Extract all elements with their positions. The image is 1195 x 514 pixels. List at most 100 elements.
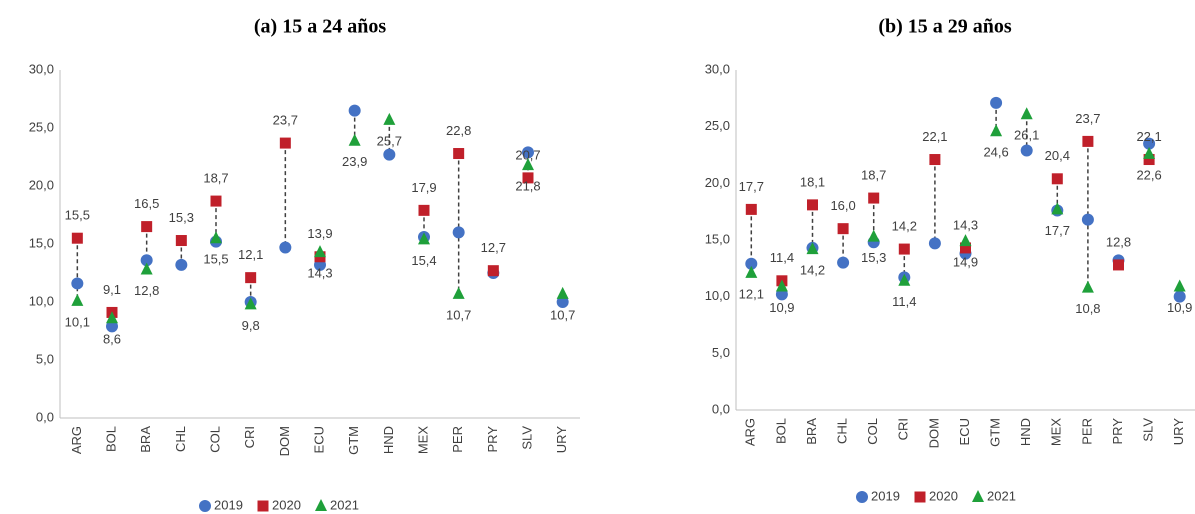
dot	[1081, 213, 1094, 226]
dot	[1173, 279, 1186, 292]
y-tick-label: 10,0	[29, 293, 54, 308]
data-label: 15,5	[65, 208, 90, 223]
x-tick-label: ARG	[743, 418, 758, 446]
data-label: 22,1	[1136, 129, 1161, 144]
dot	[745, 203, 757, 215]
dot	[1143, 146, 1156, 159]
x-tick-label: PRY	[1110, 418, 1125, 445]
legend-marker	[199, 500, 211, 512]
y-tick-label: 5,0	[36, 351, 54, 366]
dot	[522, 158, 534, 171]
data-label: 10,9	[1167, 300, 1192, 315]
x-tick-label: BOL	[773, 418, 788, 444]
y-tick-label: 25,0	[29, 119, 54, 134]
data-label: 9,1	[103, 282, 121, 297]
data-label: 10,7	[446, 307, 471, 322]
dot	[522, 146, 534, 159]
data-label: 15,3	[861, 250, 886, 265]
dot	[522, 172, 534, 184]
legend-marker	[972, 490, 984, 502]
data-label: 22,6	[1136, 167, 1161, 182]
dot	[807, 199, 818, 211]
data-label: 11,4	[892, 294, 916, 309]
dot	[1020, 144, 1033, 157]
dot	[106, 311, 118, 324]
data-label: 24,6	[983, 145, 1008, 160]
dot	[1113, 259, 1124, 271]
data-label: 10,7	[550, 307, 575, 322]
data-label: 18,7	[203, 171, 228, 186]
data-label: 14,3	[953, 217, 978, 232]
data-label: 18,1	[800, 174, 825, 189]
data-label: 12,8	[1106, 234, 1131, 249]
data-label: 13,9	[307, 226, 332, 241]
x-tick-label: COL	[207, 426, 222, 453]
dot	[898, 273, 911, 286]
dot	[928, 237, 941, 250]
dot	[418, 204, 430, 216]
dot	[210, 195, 222, 207]
x-tick-label: CHL	[835, 418, 850, 444]
dot	[1051, 202, 1064, 215]
data-label: 10,1	[65, 314, 90, 329]
data-label: 16,5	[134, 196, 159, 211]
dot	[867, 229, 880, 242]
legend-label: 2020	[272, 497, 301, 512]
data-label: 18,7	[861, 168, 886, 183]
x-tick-label: ECU	[311, 426, 326, 453]
x-tick-label: BOL	[103, 426, 118, 452]
legend-marker	[856, 491, 868, 503]
dot	[453, 148, 465, 160]
dot	[348, 133, 361, 146]
dot	[745, 257, 758, 270]
y-tick-label: 30,0	[29, 61, 54, 76]
data-label: 23,7	[1075, 111, 1100, 126]
x-tick-label: URY	[1171, 418, 1186, 446]
y-tick-label: 15,0	[29, 235, 54, 250]
dot	[418, 232, 430, 245]
data-label: 10,8	[1075, 301, 1100, 316]
x-tick-label: CRI	[242, 426, 257, 448]
y-tick-label: 20,0	[29, 177, 54, 192]
x-tick-label: PER	[450, 426, 465, 453]
dot	[960, 242, 971, 254]
dot	[210, 231, 222, 244]
y-tick-label: 25,0	[705, 118, 730, 133]
dot	[1081, 280, 1094, 293]
dot	[898, 243, 910, 255]
dot	[244, 297, 257, 310]
data-label: 8,6	[103, 332, 121, 347]
dot	[71, 293, 84, 306]
dot	[348, 104, 361, 117]
dot	[806, 242, 819, 255]
x-tick-label: DOM	[277, 426, 292, 456]
chart-title: (a) 15 a 24 años	[254, 16, 386, 38]
x-tick-label: SLV	[1141, 418, 1156, 442]
dot	[71, 232, 83, 244]
legend-label: 2019	[871, 488, 900, 503]
data-label: 23,7	[273, 113, 298, 128]
data-label: 17,9	[411, 180, 436, 195]
legend-label: 2019	[214, 497, 243, 512]
data-label: 22,8	[446, 123, 471, 138]
data-label: 21,8	[515, 179, 540, 194]
x-tick-label: DOM	[926, 418, 941, 448]
y-tick-label: 10,0	[705, 288, 730, 303]
dot	[1082, 135, 1094, 147]
data-label: 22,1	[922, 129, 947, 144]
data-label: 17,7	[739, 179, 764, 194]
data-label: 15,3	[169, 210, 194, 225]
y-tick-label: 15,0	[705, 231, 730, 246]
dot	[279, 241, 292, 254]
legend-label: 2020	[929, 488, 958, 503]
data-label: 12,1	[238, 247, 263, 262]
dot	[175, 258, 188, 271]
x-tick-label: ARG	[69, 426, 84, 454]
legend-label: 2021	[330, 497, 359, 512]
x-tick-label: HND	[1018, 418, 1033, 446]
data-label: 14,2	[892, 219, 917, 234]
dot	[71, 277, 84, 290]
dot	[1173, 290, 1186, 303]
dot	[990, 96, 1003, 109]
